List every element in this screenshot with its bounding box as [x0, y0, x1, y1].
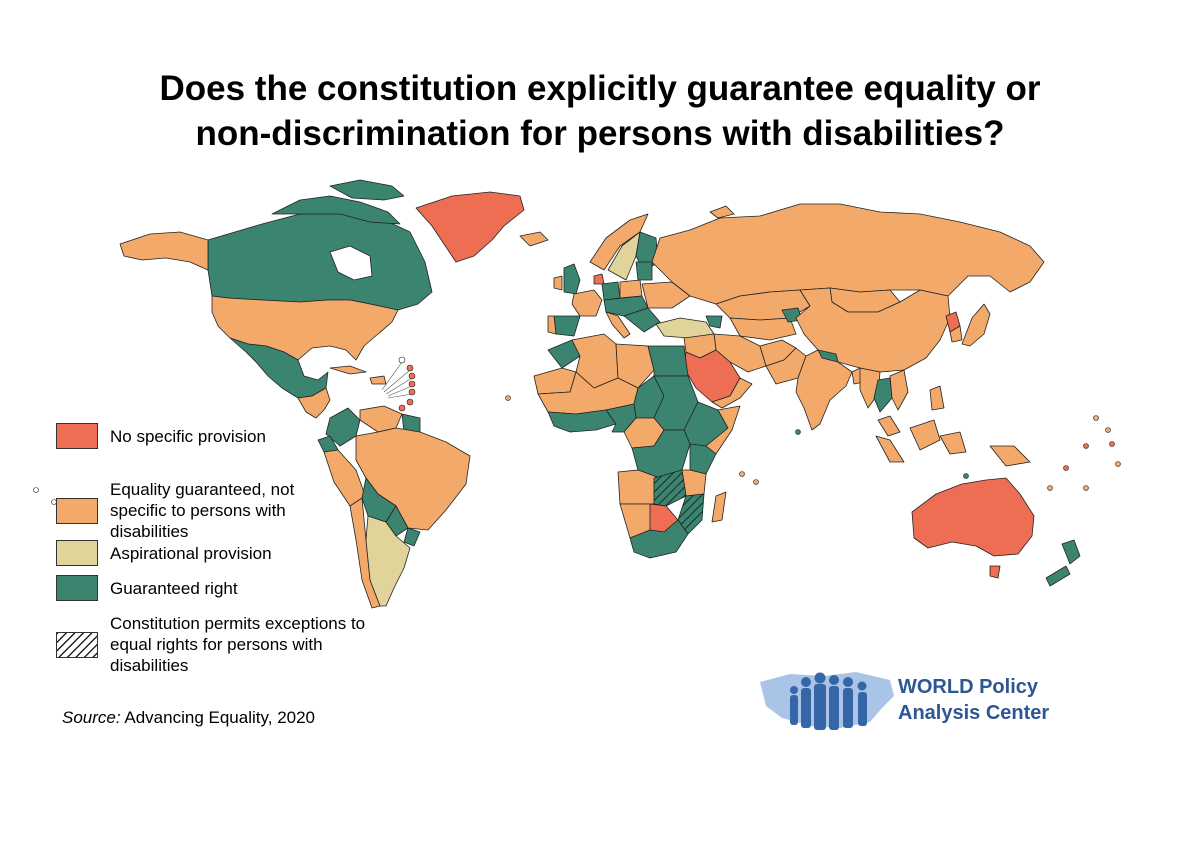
region-balkans	[623, 307, 661, 333]
source-year: 2020	[277, 708, 316, 727]
island-markers	[33, 356, 1121, 505]
legend-item-guaranteed: Guaranteed right	[56, 575, 390, 601]
region-indonesia-e	[939, 431, 967, 455]
region-italy	[605, 311, 631, 339]
region-canada	[207, 211, 433, 311]
region-arctic-island-2	[329, 179, 405, 201]
legend-item-no-provision: No specific provision	[56, 423, 390, 449]
region-yemen-oman	[711, 377, 753, 409]
map-title: Does the constitution explicitly guarant…	[0, 66, 1200, 156]
region-vietnam	[889, 369, 909, 411]
region-china	[795, 287, 951, 373]
region-poland	[619, 279, 643, 299]
region-mozambique	[677, 493, 705, 535]
source-label: Source:	[62, 708, 121, 727]
region-japan	[961, 303, 991, 347]
region-hispaniola	[369, 375, 387, 385]
region-thailand	[873, 377, 893, 413]
legend-label-guaranteed: Guaranteed right	[110, 578, 238, 598]
region-kenya	[689, 443, 717, 475]
region-western-sahara	[533, 367, 577, 395]
logo-text: WORLD Policy Analysis Center	[898, 674, 1049, 726]
source-text: Advancing Equality,	[124, 708, 273, 727]
region-alaska	[119, 231, 209, 271]
region-egypt	[647, 345, 689, 377]
region-tasmania	[989, 565, 1001, 579]
region-zambia	[653, 469, 687, 507]
wpac-logo: WORLD Policy Analysis Center	[760, 668, 1090, 738]
legend-item-equality-general: Equality guaranteed, not specific to per…	[56, 479, 330, 542]
region-libya	[615, 343, 655, 389]
region-west-africa	[547, 409, 617, 433]
region-baltics	[635, 261, 653, 281]
region-hudson-bay	[329, 245, 373, 281]
region-caucasus	[705, 315, 723, 329]
region-iceland	[519, 231, 549, 247]
region-madagascar	[711, 491, 727, 523]
region-borneo	[909, 419, 941, 451]
region-argentina	[365, 515, 411, 607]
source-note: Source: Advancing Equality, 2020	[62, 708, 315, 728]
logo-line-1: WORLD Policy	[898, 676, 1039, 698]
legend-label-aspirational: Aspirational provision	[110, 543, 272, 563]
legend-swatch-no-provision	[56, 423, 98, 449]
region-south-korea	[949, 325, 963, 343]
region-russia	[651, 203, 1045, 305]
legend-swatch-guaranteed	[56, 575, 98, 601]
region-ukraine	[641, 281, 691, 309]
region-netherlands	[593, 273, 605, 285]
region-ireland	[553, 275, 563, 291]
region-germany	[601, 281, 621, 301]
region-nz	[1061, 539, 1081, 565]
region-philippines	[929, 385, 945, 411]
region-nepal	[817, 349, 839, 363]
region-uk	[563, 263, 581, 295]
logo-map-figures-icon	[760, 672, 894, 730]
region-australia	[911, 477, 1035, 557]
legend-swatch-equality-general	[56, 497, 98, 524]
region-spain	[553, 315, 581, 337]
title-line-1: Does the constitution explicitly guarant…	[159, 69, 1041, 108]
legend-swatch-exceptions	[56, 631, 98, 658]
legend-label-equality-general: Equality guaranteed, not specific to per…	[110, 480, 295, 541]
region-portugal	[547, 315, 557, 335]
region-france	[571, 289, 603, 317]
region-uruguay	[403, 527, 421, 547]
legend-item-aspirational: Aspirational provision	[56, 540, 390, 566]
region-russia-island	[709, 205, 735, 219]
region-png	[989, 445, 1031, 467]
region-greenland	[415, 191, 525, 263]
region-mexico	[229, 337, 329, 399]
legend-item-exceptions: Constitution permits exceptions to equal…	[56, 613, 382, 676]
region-malaysia	[877, 415, 901, 437]
region-south-africa	[629, 519, 689, 559]
legend-label-no-provision: No specific provision	[110, 426, 266, 446]
region-central-america	[297, 387, 331, 419]
logo-line-2: Analysis Center	[898, 702, 1050, 724]
legend-label-exceptions: Constitution permits exceptions to equal…	[110, 614, 366, 675]
legend-swatch-aspirational	[56, 540, 98, 566]
title-line-2: non-discrimination for persons with disa…	[195, 114, 1005, 153]
region-norway	[589, 213, 649, 271]
region-usa	[211, 295, 399, 361]
region-cuba	[329, 365, 367, 375]
region-sumatra	[875, 435, 905, 463]
region-nz-south	[1045, 565, 1071, 587]
region-india	[795, 349, 853, 431]
region-arctic-islands	[271, 195, 401, 225]
